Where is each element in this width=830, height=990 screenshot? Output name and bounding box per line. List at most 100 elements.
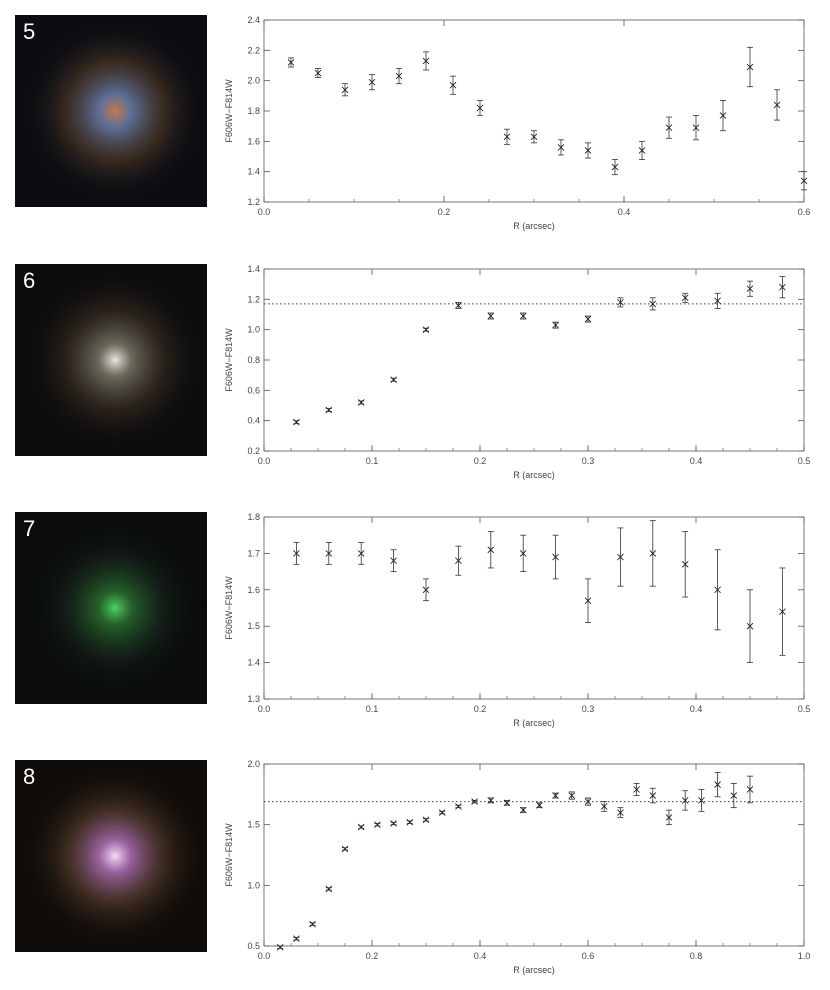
data-point	[536, 801, 543, 809]
y-tick-label: 1.0	[247, 325, 260, 335]
y-axis-title: F606W−F814W	[224, 823, 234, 887]
data-point	[584, 797, 592, 806]
x-tick-label: 0.0	[258, 456, 271, 466]
x-tick-label: 0.0	[258, 951, 271, 961]
x-tick-label: 0.8	[690, 951, 703, 961]
y-tick-label: 1.5	[247, 820, 260, 830]
point-marker	[557, 144, 565, 151]
point-marker	[714, 781, 721, 788]
point-marker	[552, 553, 559, 561]
data-point	[649, 787, 657, 804]
point-marker	[611, 163, 619, 171]
data-point	[325, 885, 333, 893]
point-marker	[314, 69, 322, 77]
point-marker	[746, 622, 754, 630]
y-tick-label: 1.8	[247, 512, 260, 522]
x-tick-label: 0.4	[690, 704, 703, 714]
point-marker	[649, 550, 657, 557]
point-marker	[719, 112, 727, 119]
data-point	[779, 276, 786, 299]
point-marker	[395, 72, 403, 80]
point-marker	[649, 792, 657, 799]
point-marker	[422, 326, 430, 333]
data-point	[773, 89, 781, 121]
point-marker	[357, 823, 365, 831]
data-point	[719, 99, 727, 132]
point-marker	[438, 809, 446, 816]
chart-svg: 0.0 0.2 0.4 0.6 0.8 1.0 0.5 1.0 1.5 2.0 R (arcsec)…	[224, 759, 810, 975]
data-point	[422, 51, 430, 71]
data-point	[449, 75, 457, 95]
galaxy-thumbnail-6: 6	[15, 264, 207, 456]
galaxy-thumbnail-8: 8	[15, 760, 207, 952]
point-marker	[530, 133, 538, 141]
x-tick-label: 0.1	[366, 456, 379, 466]
data-point	[714, 292, 721, 309]
data-point	[698, 789, 705, 812]
data-point	[633, 783, 640, 796]
x-tick-label: 0.2	[438, 207, 451, 217]
data-point	[438, 809, 446, 816]
y-tick-label: 2.0	[247, 759, 260, 769]
data-point	[390, 820, 397, 827]
data-point	[552, 792, 559, 799]
data-point	[519, 806, 527, 814]
galaxy-image	[15, 264, 207, 456]
data-point	[584, 315, 592, 323]
point-marker	[800, 177, 808, 185]
data-point	[552, 534, 559, 580]
data-point	[293, 418, 300, 426]
y-axis-title: F606W−F814W	[224, 79, 234, 143]
data-point	[455, 301, 462, 309]
color-profile-plot-5: 0.0 0.2 0.4 0.6 1.2 1.4 1.6 1.8 2.0 2.2 2.4 R (arcs…	[218, 8, 830, 246]
point-marker	[714, 586, 721, 594]
point-marker	[325, 550, 333, 557]
point-marker	[584, 798, 592, 805]
point-marker	[293, 418, 300, 426]
point-marker	[779, 283, 786, 291]
data-point	[681, 292, 689, 303]
y-tick-label: 0.6	[247, 385, 260, 395]
y-tick-label: 1.5	[247, 621, 260, 631]
point-marker	[649, 300, 657, 308]
point-marker	[455, 557, 462, 564]
data-point	[692, 115, 700, 141]
point-marker	[584, 147, 592, 154]
point-marker	[422, 816, 430, 824]
galaxy-glow	[23, 516, 207, 700]
point-marker	[309, 920, 316, 928]
data-point	[287, 57, 295, 68]
x-tick-label: 0.6	[582, 951, 595, 961]
data-point	[649, 297, 657, 311]
galaxy-image	[15, 512, 207, 704]
point-marker	[287, 59, 295, 66]
point-marker	[476, 104, 484, 112]
point-marker	[779, 608, 786, 615]
x-axis-title: R (arcsec)	[513, 718, 555, 728]
y-tick-label: 0.2	[247, 446, 260, 456]
data-point	[368, 74, 376, 91]
data-point	[503, 799, 511, 807]
x-tick-label: 0.1	[366, 704, 379, 714]
data-point	[325, 406, 333, 414]
point-marker	[487, 797, 495, 804]
data-point	[276, 943, 284, 951]
point-marker	[449, 81, 457, 89]
galaxy-glow	[23, 268, 207, 452]
data-point	[390, 549, 397, 572]
data-point	[530, 130, 538, 144]
data-point	[341, 83, 349, 97]
x-axis-title: R (arcsec)	[513, 965, 555, 975]
point-marker	[552, 792, 559, 799]
data-point	[617, 527, 624, 587]
y-tick-label: 2.2	[247, 45, 260, 55]
y-tick-label: 1.6	[247, 136, 260, 146]
point-marker	[714, 297, 721, 305]
galaxy-image	[15, 760, 207, 952]
data-point	[293, 935, 300, 943]
data-point	[519, 534, 527, 572]
data-point	[568, 791, 576, 800]
chart-svg: 0.0 0.2 0.4 0.6 1.2 1.4 1.6 1.8 2.0 2.2 2.4 R (arcs…	[224, 15, 810, 231]
point-marker	[600, 803, 608, 810]
point-marker	[455, 302, 462, 309]
